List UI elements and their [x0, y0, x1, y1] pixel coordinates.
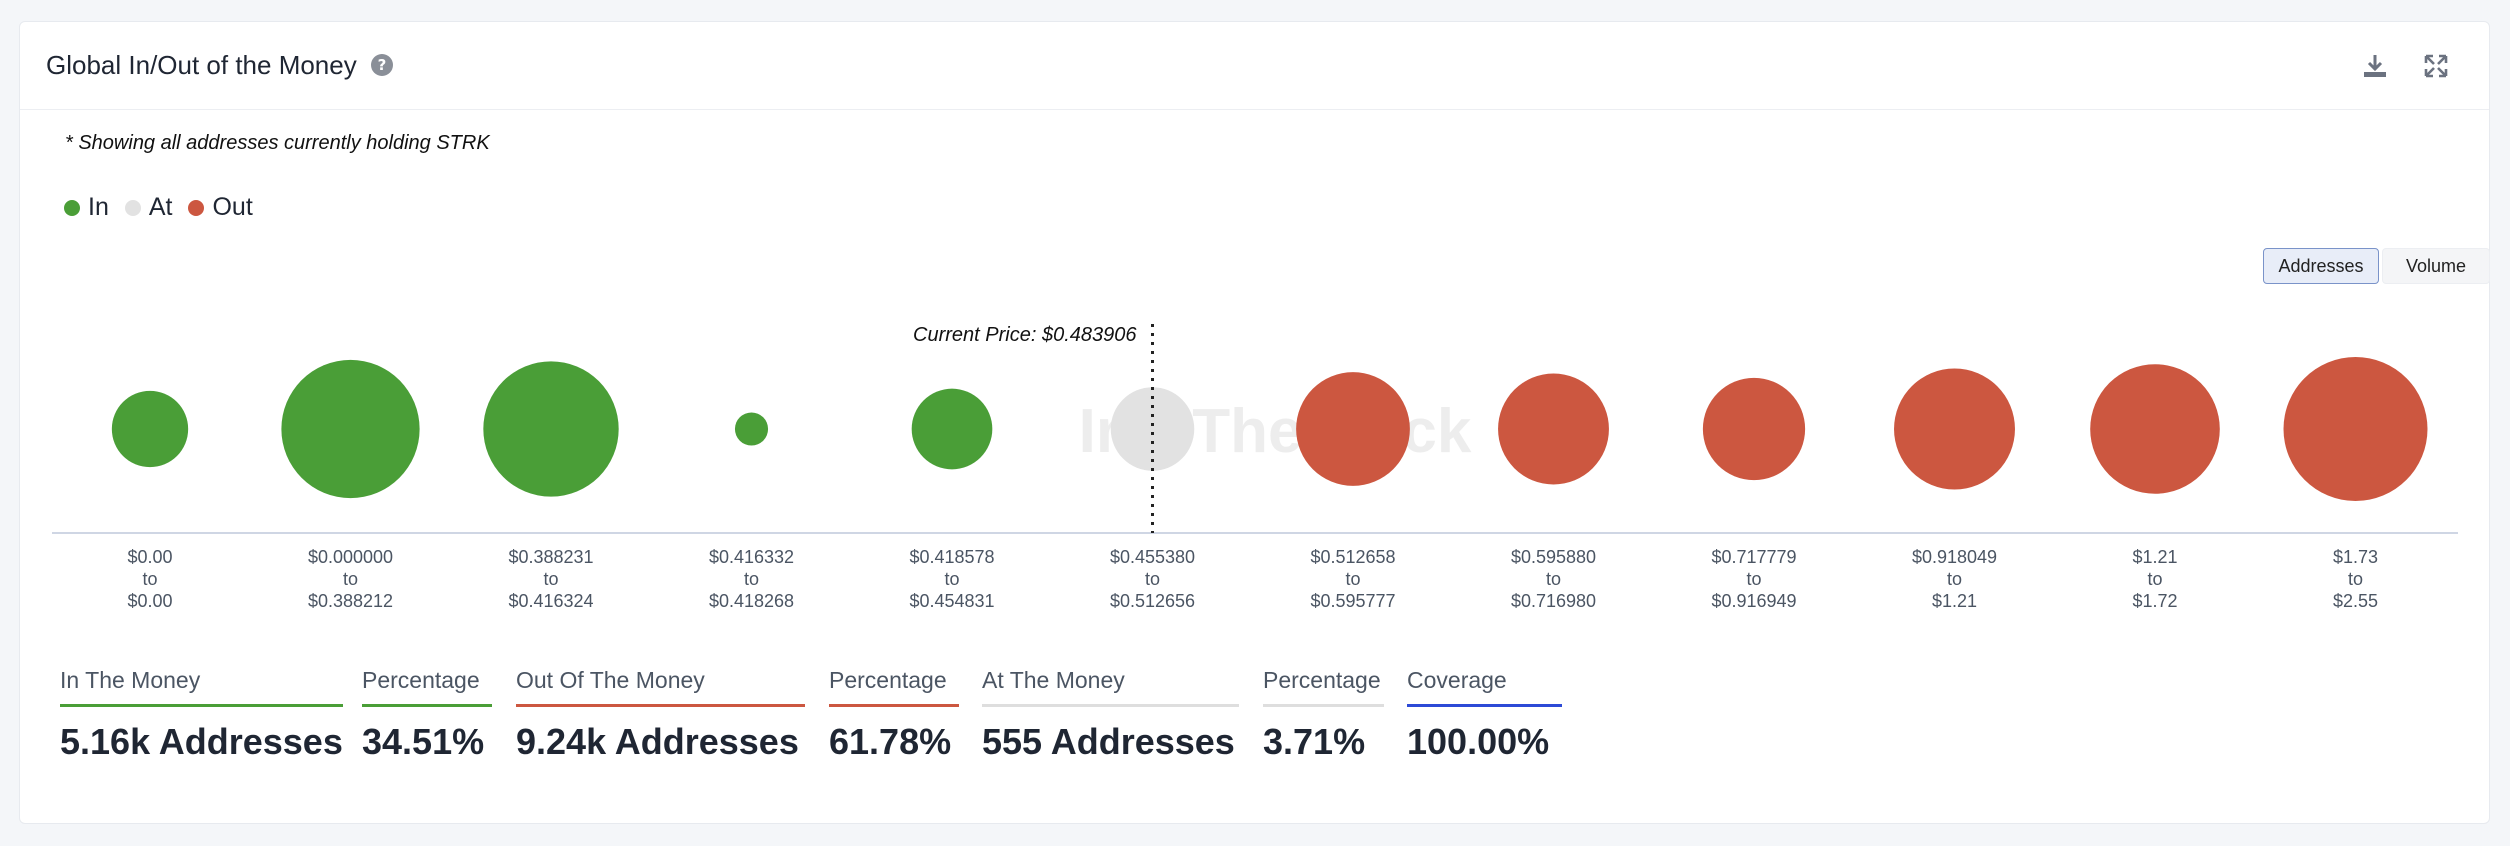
card-title: Global In/Out of the Money — [46, 50, 357, 80]
stat-out-of-the-money: Out Of The Money 9.24k Addresses — [516, 667, 805, 763]
bubble-7 — [1498, 373, 1609, 485]
stat-underline — [362, 704, 492, 707]
download-icon[interactable] — [2360, 51, 2390, 81]
stat-label: Percentage — [1263, 667, 1381, 693]
stat-in-the-money: In The Money 5.16k Addresses — [60, 667, 343, 763]
stat-value: 555 Addresses — [982, 721, 1235, 762]
stat-value: 5.16k Addresses — [60, 721, 343, 762]
bucket-label-10-0: $1.21 — [2132, 547, 2177, 567]
bubble-chart: IntoTheBlock$0.00to$0.00$0.000000to$0.38… — [52, 324, 2458, 611]
stat-value: 9.24k Addresses — [516, 721, 799, 762]
legend-item-out[interactable]: Out — [188, 193, 253, 222]
bucket-label-1-1: to — [343, 569, 358, 589]
bucket-label-1-2: $0.388212 — [308, 591, 393, 611]
bucket-label-8-0: $0.717779 — [1711, 547, 1796, 567]
stat-underline — [60, 704, 343, 707]
bucket-label-2-1: to — [543, 569, 558, 589]
stat-value: 3.71% — [1263, 721, 1366, 762]
stat-label: Percentage — [362, 667, 480, 693]
bubble-0 — [111, 390, 189, 468]
bubble-6 — [1296, 372, 1410, 486]
stat-underline — [516, 704, 805, 707]
stat-value: 61.78% — [829, 721, 952, 762]
bubble-10 — [2090, 364, 2220, 494]
bubble-4 — [911, 388, 993, 470]
bubble-1 — [281, 359, 420, 499]
stat-value: 34.51% — [362, 721, 485, 762]
legend-dot-in — [64, 199, 80, 216]
bucket-label-11-2: $2.55 — [2333, 591, 2378, 611]
legend-dot-out — [188, 199, 205, 216]
legend-label-in: In — [88, 193, 109, 221]
bucket-label-5-2: $0.512656 — [1110, 591, 1195, 611]
bucket-label-8-2: $0.916949 — [1711, 591, 1796, 611]
stat-label: Out Of The Money — [516, 667, 705, 693]
legend: In At Out — [64, 193, 269, 222]
bucket-label-9-1: to — [1947, 569, 1962, 589]
legend-dot-at — [124, 199, 141, 216]
bucket-label-5-1: to — [1145, 569, 1160, 589]
bucket-label-7-1: to — [1546, 569, 1561, 589]
bucket-label-3-0: $0.416332 — [709, 547, 794, 567]
legend-item-at[interactable]: At — [124, 193, 173, 222]
stat-label: Percentage — [829, 667, 947, 693]
bucket-label-4-1: to — [944, 569, 959, 589]
stat-at-the-money: At The Money 555 Addresses — [982, 667, 1239, 763]
card-header: Global In/Out of the Money ? — [20, 22, 2489, 110]
bucket-label-5-0: $0.455380 — [1110, 547, 1195, 567]
bucket-label-2-2: $0.416324 — [508, 591, 593, 611]
bucket-label-1-0: $0.000000 — [308, 547, 393, 567]
bucket-label-0-2: $0.00 — [127, 591, 172, 611]
stat-underline — [829, 704, 959, 707]
bucket-label-9-0: $0.918049 — [1912, 547, 1997, 567]
stat-underline — [982, 704, 1239, 707]
legend-label-out: Out — [212, 193, 253, 221]
legend-label-at: At — [148, 193, 173, 221]
holding-note: * Showing all addresses currently holdin… — [65, 132, 490, 154]
bucket-label-10-1: to — [2147, 569, 2162, 589]
bucket-label-4-0: $0.418578 — [909, 547, 994, 567]
stat-underline — [1263, 704, 1384, 707]
bucket-label-8-1: to — [1746, 569, 1761, 589]
stat-coverage: Coverage 100.00% — [1407, 667, 1562, 763]
stat-value: 100.00% — [1407, 721, 1550, 762]
bubble-8 — [1702, 377, 1806, 481]
stat-in-percentage: Percentage 34.51% — [362, 667, 492, 763]
bubble-5 — [1110, 387, 1195, 471]
bucket-label-6-0: $0.512658 — [1310, 547, 1395, 567]
bucket-label-3-1: to — [744, 569, 759, 589]
stat-label: At The Money — [982, 667, 1125, 693]
bucket-label-4-2: $0.454831 — [909, 591, 994, 611]
bubble-2 — [483, 361, 619, 497]
legend-item-in[interactable]: In — [64, 193, 109, 222]
bucket-label-6-1: to — [1345, 569, 1360, 589]
bucket-label-7-2: $0.716980 — [1511, 591, 1596, 611]
chart-card: Global In/Out of the Money ? * Showing a… — [19, 21, 2490, 824]
bubble-3 — [734, 412, 769, 446]
bucket-label-11-1: to — [2348, 569, 2363, 589]
question-circle-icon[interactable]: ? — [370, 53, 394, 77]
bucket-label-7-0: $0.595880 — [1511, 547, 1596, 567]
svg-text:?: ? — [378, 56, 387, 74]
bucket-label-10-2: $1.72 — [2132, 591, 2177, 611]
bucket-label-6-2: $0.595777 — [1310, 591, 1395, 611]
stat-out-percentage: Percentage 61.78% — [829, 667, 959, 763]
current-price-label: Current Price: $0.483906 — [913, 324, 1137, 346]
bucket-label-11-0: $1.73 — [2333, 547, 2378, 567]
bucket-label-9-2: $1.21 — [1932, 591, 1977, 611]
stat-label: In The Money — [60, 667, 201, 693]
bucket-label-3-2: $0.418268 — [709, 591, 794, 611]
bucket-label-2-0: $0.388231 — [508, 547, 593, 567]
bubble-11 — [2283, 357, 2428, 501]
stat-at-percentage: Percentage 3.71% — [1263, 667, 1384, 763]
stat-underline — [1407, 704, 1562, 707]
expand-icon[interactable] — [2421, 51, 2451, 81]
bubble-9 — [1894, 368, 2015, 490]
bucket-label-0-1: to — [142, 569, 157, 589]
stat-label: Coverage — [1407, 667, 1507, 693]
bucket-label-0-0: $0.00 — [127, 547, 172, 567]
addresses-toggle-button[interactable]: Addresses — [2263, 248, 2379, 284]
volume-toggle-button[interactable]: Volume — [2382, 248, 2490, 284]
